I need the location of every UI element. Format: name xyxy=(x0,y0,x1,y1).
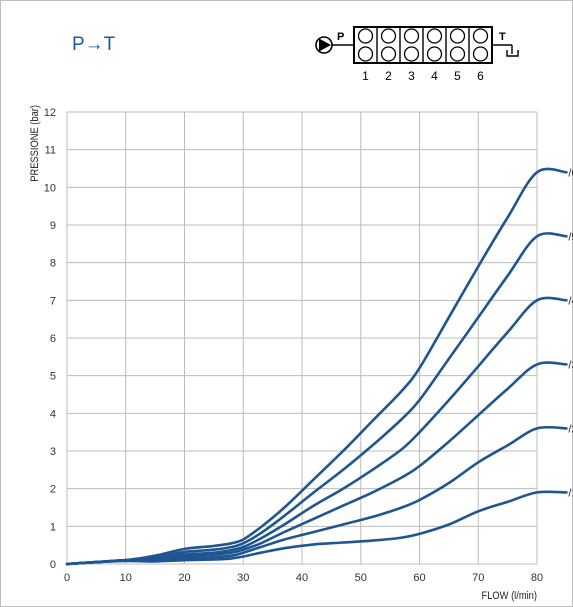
curves xyxy=(65,167,568,566)
section-number: 1 xyxy=(362,69,369,83)
x-tick-label: 40 xyxy=(296,572,308,584)
y-tick-label: 3 xyxy=(50,446,56,458)
section-port-bottom xyxy=(403,46,420,62)
curve-label: /1 xyxy=(568,487,573,499)
curve-labels: /1/2/3/4/5/6 xyxy=(568,167,573,499)
x-tick-label: 80 xyxy=(531,572,543,584)
section-port-bottom xyxy=(472,46,489,62)
section-port-top xyxy=(426,28,443,44)
y-tick-label: 5 xyxy=(50,371,56,383)
section-number: 2 xyxy=(385,69,392,83)
curve-label: /3 xyxy=(568,359,573,371)
y-tick-label: 4 xyxy=(50,408,56,420)
curve-label: /4 xyxy=(568,295,573,307)
curve-line xyxy=(65,167,568,566)
section-port-bottom xyxy=(380,46,397,62)
tank-icon xyxy=(506,50,519,57)
y-tick-label: 0 xyxy=(50,559,56,571)
curve-label: /5 xyxy=(568,231,573,243)
x-tick-label: 20 xyxy=(178,572,190,584)
section-port-top xyxy=(380,28,397,44)
section-number: 3 xyxy=(408,69,415,83)
y-tick-label: 10 xyxy=(44,182,56,194)
x-tick-label: 60 xyxy=(413,572,425,584)
x-tick-label: 30 xyxy=(237,572,249,584)
curve-line xyxy=(65,361,568,566)
valve-sections: 1 2 3 4 5 6 xyxy=(357,27,489,83)
y-tick-label: 9 xyxy=(50,220,56,232)
x-tick-label: 0 xyxy=(64,572,70,584)
y-tick-label: 11 xyxy=(45,145,56,157)
y-tick-label: 7 xyxy=(50,295,56,307)
section-port-bottom xyxy=(449,46,466,62)
y-tick-label: 12 xyxy=(44,107,56,119)
axis-titles: FLOW (l/min) PRESSIONE (bar) xyxy=(29,105,537,602)
inlet-label: P xyxy=(337,31,344,43)
section-number: 6 xyxy=(477,69,484,83)
pump-icon xyxy=(315,36,333,54)
curve-label: /6 xyxy=(568,167,573,179)
y-tick-label: 6 xyxy=(50,333,56,345)
curve-label: /2 xyxy=(568,423,573,435)
curve-line xyxy=(65,232,568,566)
x-tick-label: 70 xyxy=(472,572,484,584)
hydraulic-schematic: P 1 2 3 4 5 6 T xyxy=(315,26,519,83)
x-axis-label: FLOW (l/min) xyxy=(482,590,537,602)
x-tick-label: 10 xyxy=(120,572,132,584)
y-tick-label: 2 xyxy=(50,484,56,496)
x-tick-label: 50 xyxy=(355,572,367,584)
chart-title: P→T xyxy=(72,34,116,55)
section-number: 4 xyxy=(431,69,438,83)
section-number: 5 xyxy=(454,69,461,83)
grid xyxy=(66,111,538,565)
section-port-bottom xyxy=(357,46,374,62)
section-port-top xyxy=(357,28,374,44)
section-port-top xyxy=(403,28,420,44)
section-port-bottom xyxy=(426,46,443,62)
y-tick-label: 8 xyxy=(50,258,56,270)
section-port-top xyxy=(449,28,466,44)
section-port-top xyxy=(472,28,489,44)
outlet-label: T xyxy=(499,31,506,43)
y-tick-label: 1 xyxy=(50,521,56,533)
y-axis-label: PRESSIONE (bar) xyxy=(29,105,41,182)
